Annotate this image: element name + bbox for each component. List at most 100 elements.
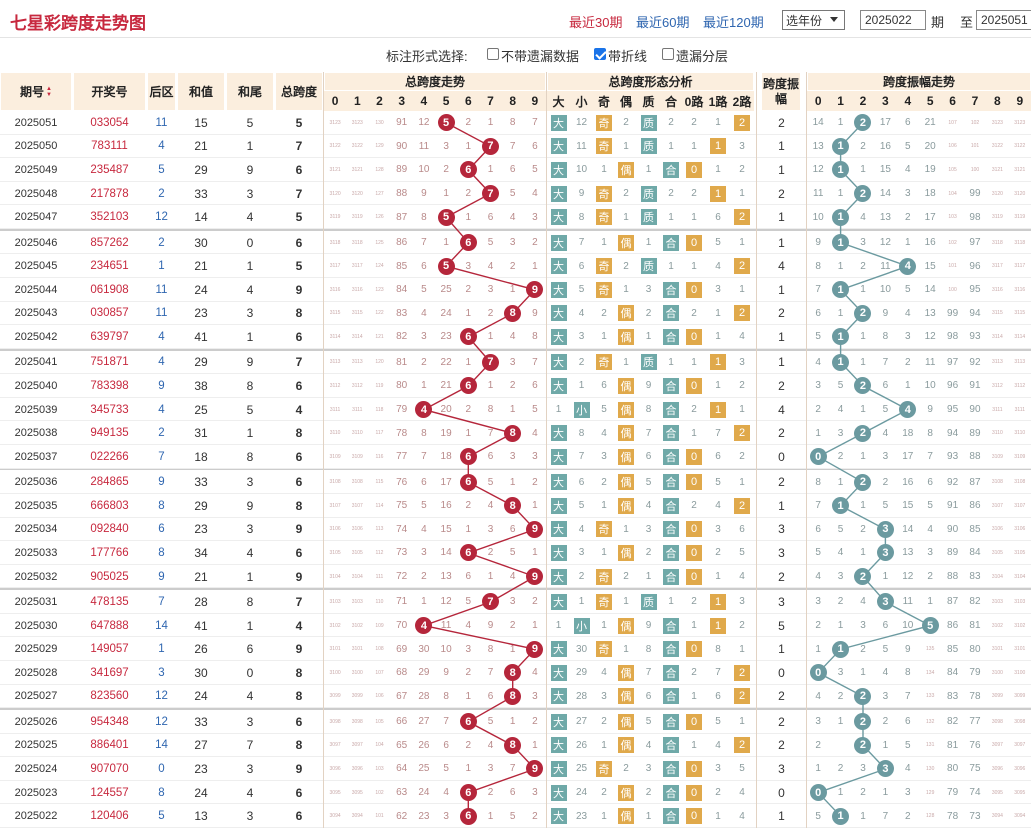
trend-miss-value: 108 [375, 646, 384, 653]
amp-miss-value: 3107 [1014, 502, 1026, 509]
span-ball-value: 9 [526, 640, 544, 658]
header-amp-digit: 8 [986, 91, 1009, 111]
trend-miss-value: 2 [532, 810, 538, 822]
checkbox-missing-layer[interactable] [662, 48, 674, 60]
form-cell: 2 [691, 307, 697, 319]
form-hit-marker: 大 [550, 568, 567, 585]
header-trend-digit: 2 [368, 91, 391, 111]
form-cell: 2 [730, 421, 754, 445]
trend-miss-value: 21 [440, 380, 452, 392]
form-cell: 偶 [615, 302, 637, 326]
trend-miss-value: 25 [440, 284, 452, 296]
draw-number: 124557 [90, 786, 129, 799]
form-cell: 1 [668, 356, 674, 368]
period-link-60[interactable]: 最近60期 [636, 15, 690, 30]
year-select[interactable]: 选年份 [782, 10, 845, 30]
back-number: 8 [158, 786, 165, 799]
form-hit-marker: 奇 [596, 209, 612, 226]
sum-tail: 9 [246, 355, 254, 370]
span-ball-value: 7 [481, 593, 499, 611]
amp-miss-value: 3109 [1014, 453, 1026, 460]
trend-miss-value: 26 [418, 739, 430, 751]
amp-miss-value: 2 [860, 260, 866, 272]
draw-number: 783398 [90, 379, 129, 392]
amp-miss-value: 105 [948, 166, 957, 173]
period-link-30[interactable]: 最近30期 [569, 15, 623, 30]
amp-value: 1 [778, 355, 785, 370]
trend-miss-value: 3 [532, 787, 538, 799]
form-cell: 质 [637, 182, 660, 206]
issue-number: 2025028 [14, 666, 58, 679]
trend-miss-value: 105 [375, 718, 384, 725]
trend-miss-value: 3114 [351, 333, 363, 340]
form-hit-marker: 合 [663, 377, 679, 394]
span-value: 9 [295, 282, 303, 297]
form-cell: 23 [575, 810, 588, 822]
header-trend-group: 总跨度走势 [324, 72, 546, 91]
range-to-input[interactable]: 2025051 [976, 10, 1031, 30]
form-hit-marker: 大 [550, 448, 567, 465]
back-number: 12 [155, 211, 168, 224]
form-hit-marker: 奇 [596, 281, 612, 298]
trend-miss-value: 113 [375, 526, 384, 533]
form-hit-marker: 0 [686, 328, 702, 345]
amp-miss-value: 2 [882, 476, 889, 488]
trend-miss-value: 2 [465, 117, 472, 129]
form-cell: 2 [730, 205, 754, 229]
checkbox-no-missing[interactable] [487, 48, 499, 60]
form-cell: 奇 [593, 565, 615, 589]
form-hit-marker: 0 [686, 474, 702, 491]
amp-miss-value: 87 [947, 596, 959, 608]
form-cell: 2 [730, 661, 754, 685]
form-cell: 1 [601, 500, 607, 512]
form-hit-marker: 合 [663, 328, 679, 345]
draw-number: 284865 [90, 476, 129, 489]
amp-value: 2 [778, 306, 785, 321]
span-value: 9 [295, 642, 303, 657]
form-hit-marker: 1 [710, 185, 726, 202]
trend-miss-value: 1 [465, 427, 472, 439]
sum-value: 18 [194, 449, 208, 464]
form-hit-marker: 0 [686, 641, 702, 658]
checkbox-polyline[interactable] [594, 48, 606, 60]
amp-miss-value: 86 [947, 620, 959, 632]
span-value: 8 [295, 738, 303, 753]
trend-miss-value: 4 [487, 739, 494, 751]
form-cell: 偶 [615, 781, 637, 805]
period-link-120[interactable]: 最近120期 [703, 15, 764, 30]
amp-value: 2 [778, 115, 785, 130]
form-cell: 4 [645, 739, 652, 751]
form-cell: 1 [578, 380, 585, 392]
amp-miss-value: 5 [815, 331, 821, 343]
trend-miss-value: 106 [375, 693, 384, 700]
amp-miss-value: 4 [815, 690, 821, 702]
amp-miss-value: 5 [905, 140, 911, 152]
form-cell: 合 [660, 445, 682, 469]
amp-miss-value: 86 [969, 500, 981, 512]
amp-miss-value: 3 [815, 596, 821, 608]
trend-miss-value: 3 [443, 140, 449, 152]
trend-miss-value: 1 [487, 810, 494, 822]
amp-value: 0 [778, 785, 785, 800]
range-from-suffix: 期 [931, 15, 945, 30]
back-number: 11 [155, 307, 168, 320]
form-cell: 8 [645, 404, 652, 416]
form-cell: 3 [715, 523, 721, 535]
header-trend-digit: 5 [435, 91, 458, 111]
trend-miss-value: 5 [532, 404, 538, 416]
form-cell: 5 [739, 763, 745, 775]
trend-miss-value: 5 [532, 164, 538, 176]
header-issue[interactable]: 期号 ▲ ▼ [0, 72, 72, 111]
sort-arrows-icon[interactable]: ▲ ▼ [46, 85, 52, 98]
form-hit-marker: 合 [663, 688, 679, 705]
amp-miss-value: 95 [969, 284, 981, 296]
trend-miss-value: 3118 [351, 239, 363, 246]
amp-miss-value: 18 [902, 427, 914, 439]
form-hit-marker: 大 [550, 664, 567, 681]
range-from-input[interactable]: 2025022 [860, 10, 926, 30]
amp-miss-value: 3100 [991, 669, 1003, 676]
amp-miss-value: 3 [837, 571, 844, 583]
trend-miss-value: 1 [465, 690, 472, 702]
amp-miss-value: 21 [924, 117, 936, 129]
amp-miss-value: 98 [947, 331, 959, 343]
